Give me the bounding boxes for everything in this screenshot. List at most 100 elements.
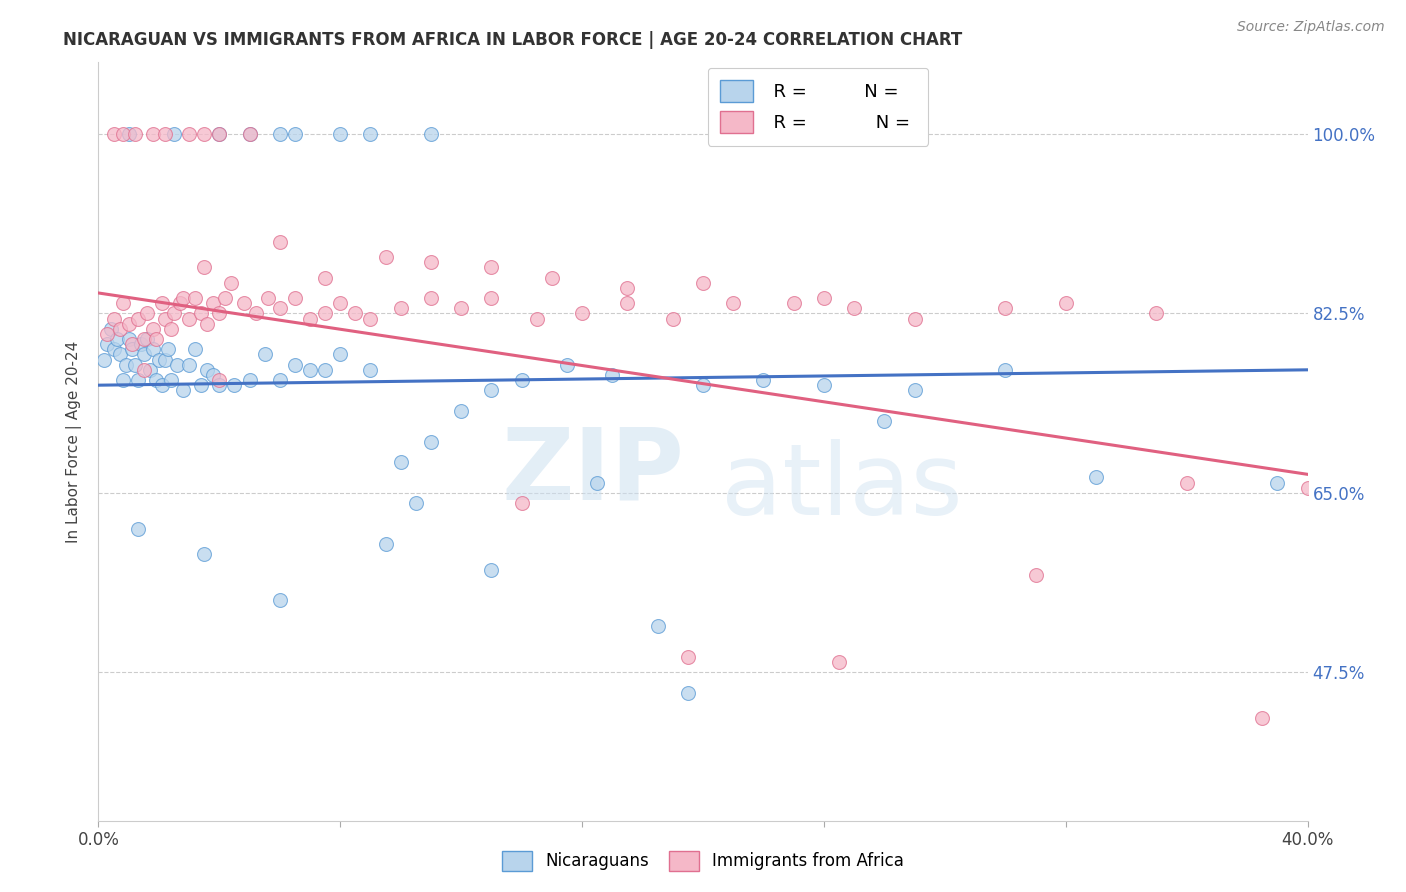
Point <box>202 368 225 382</box>
Point <box>405 496 427 510</box>
Point <box>179 311 201 326</box>
Point <box>118 127 141 141</box>
Point <box>752 373 775 387</box>
Point <box>179 127 201 141</box>
Point <box>135 306 157 320</box>
Point <box>481 563 503 577</box>
Point <box>256 291 278 305</box>
Point <box>284 127 307 141</box>
Point <box>132 347 155 361</box>
Point <box>202 296 225 310</box>
Point <box>526 311 548 326</box>
Point <box>269 593 291 607</box>
Text: R =: R = <box>713 132 747 150</box>
Y-axis label: In Labor Force | Age 20-24: In Labor Force | Age 20-24 <box>66 341 83 542</box>
Point <box>783 296 806 310</box>
Point <box>844 301 866 316</box>
Point <box>208 378 231 392</box>
Text: atlas: atlas <box>721 439 963 535</box>
Point <box>145 373 167 387</box>
Point <box>647 619 669 633</box>
Point <box>96 337 118 351</box>
Point <box>121 337 143 351</box>
Point <box>160 322 183 336</box>
Point <box>723 296 745 310</box>
Point <box>221 276 243 290</box>
Point <box>389 301 412 316</box>
Point <box>172 384 194 398</box>
Point <box>873 414 896 428</box>
Point <box>214 291 236 305</box>
Point <box>103 127 125 141</box>
Point <box>127 522 149 536</box>
Point <box>135 332 157 346</box>
Text: -0.262: -0.262 <box>752 132 817 150</box>
Point <box>124 127 146 141</box>
Point <box>153 311 176 326</box>
Point <box>93 352 115 367</box>
Point <box>100 322 122 336</box>
Text: NICARAGUAN VS IMMIGRANTS FROM AFRICA IN LABOR FORCE | AGE 20-24 CORRELATION CHAR: NICARAGUAN VS IMMIGRANTS FROM AFRICA IN … <box>63 31 963 49</box>
Point <box>153 352 176 367</box>
Text: 70: 70 <box>856 97 882 115</box>
Point <box>108 322 131 336</box>
Point <box>163 306 186 320</box>
Text: N =: N = <box>817 97 851 115</box>
Point <box>1296 481 1319 495</box>
Point <box>1024 567 1046 582</box>
Point <box>193 260 215 275</box>
Point <box>139 363 162 377</box>
Point <box>1054 296 1077 310</box>
Point <box>510 496 533 510</box>
Legend: Nicaraguans, Immigrants from Africa: Nicaraguans, Immigrants from Africa <box>494 842 912 880</box>
Text: Source: ZipAtlas.com: Source: ZipAtlas.com <box>1237 20 1385 34</box>
Point <box>193 127 215 141</box>
Point <box>124 358 146 372</box>
Point <box>344 306 367 320</box>
Point <box>208 127 231 141</box>
Point <box>510 373 533 387</box>
Point <box>127 311 149 326</box>
Point <box>269 301 291 316</box>
Point <box>111 373 134 387</box>
Point <box>1144 306 1167 320</box>
Point <box>184 343 207 357</box>
Point <box>111 296 134 310</box>
Point <box>150 378 173 392</box>
Point <box>121 343 143 357</box>
Point <box>142 322 165 336</box>
Point <box>1267 475 1289 490</box>
Point <box>111 127 134 141</box>
Point <box>103 311 125 326</box>
Point <box>190 378 212 392</box>
Point <box>118 332 141 346</box>
Point <box>676 649 699 664</box>
Legend:   R =          N = ,   R =            N = : R = N = , R = N = <box>707 68 928 146</box>
Point <box>190 306 212 320</box>
Point <box>166 358 188 372</box>
Point <box>103 343 125 357</box>
Point <box>142 127 165 141</box>
Point <box>329 347 352 361</box>
Text: 0.031: 0.031 <box>752 97 810 115</box>
Point <box>360 127 382 141</box>
Point <box>169 296 191 310</box>
Point <box>1085 470 1108 484</box>
Point <box>360 311 382 326</box>
Point <box>96 326 118 341</box>
Point <box>1251 711 1274 725</box>
Point <box>420 291 443 305</box>
Point <box>208 306 231 320</box>
Point <box>420 434 443 449</box>
Point <box>184 291 207 305</box>
Point <box>172 291 194 305</box>
Point <box>314 270 336 285</box>
Point <box>269 235 291 249</box>
Point <box>481 384 503 398</box>
Point <box>132 332 155 346</box>
Point <box>193 547 215 561</box>
Point <box>813 378 835 392</box>
Point <box>239 127 262 141</box>
Point <box>420 127 443 141</box>
Point <box>208 127 231 141</box>
